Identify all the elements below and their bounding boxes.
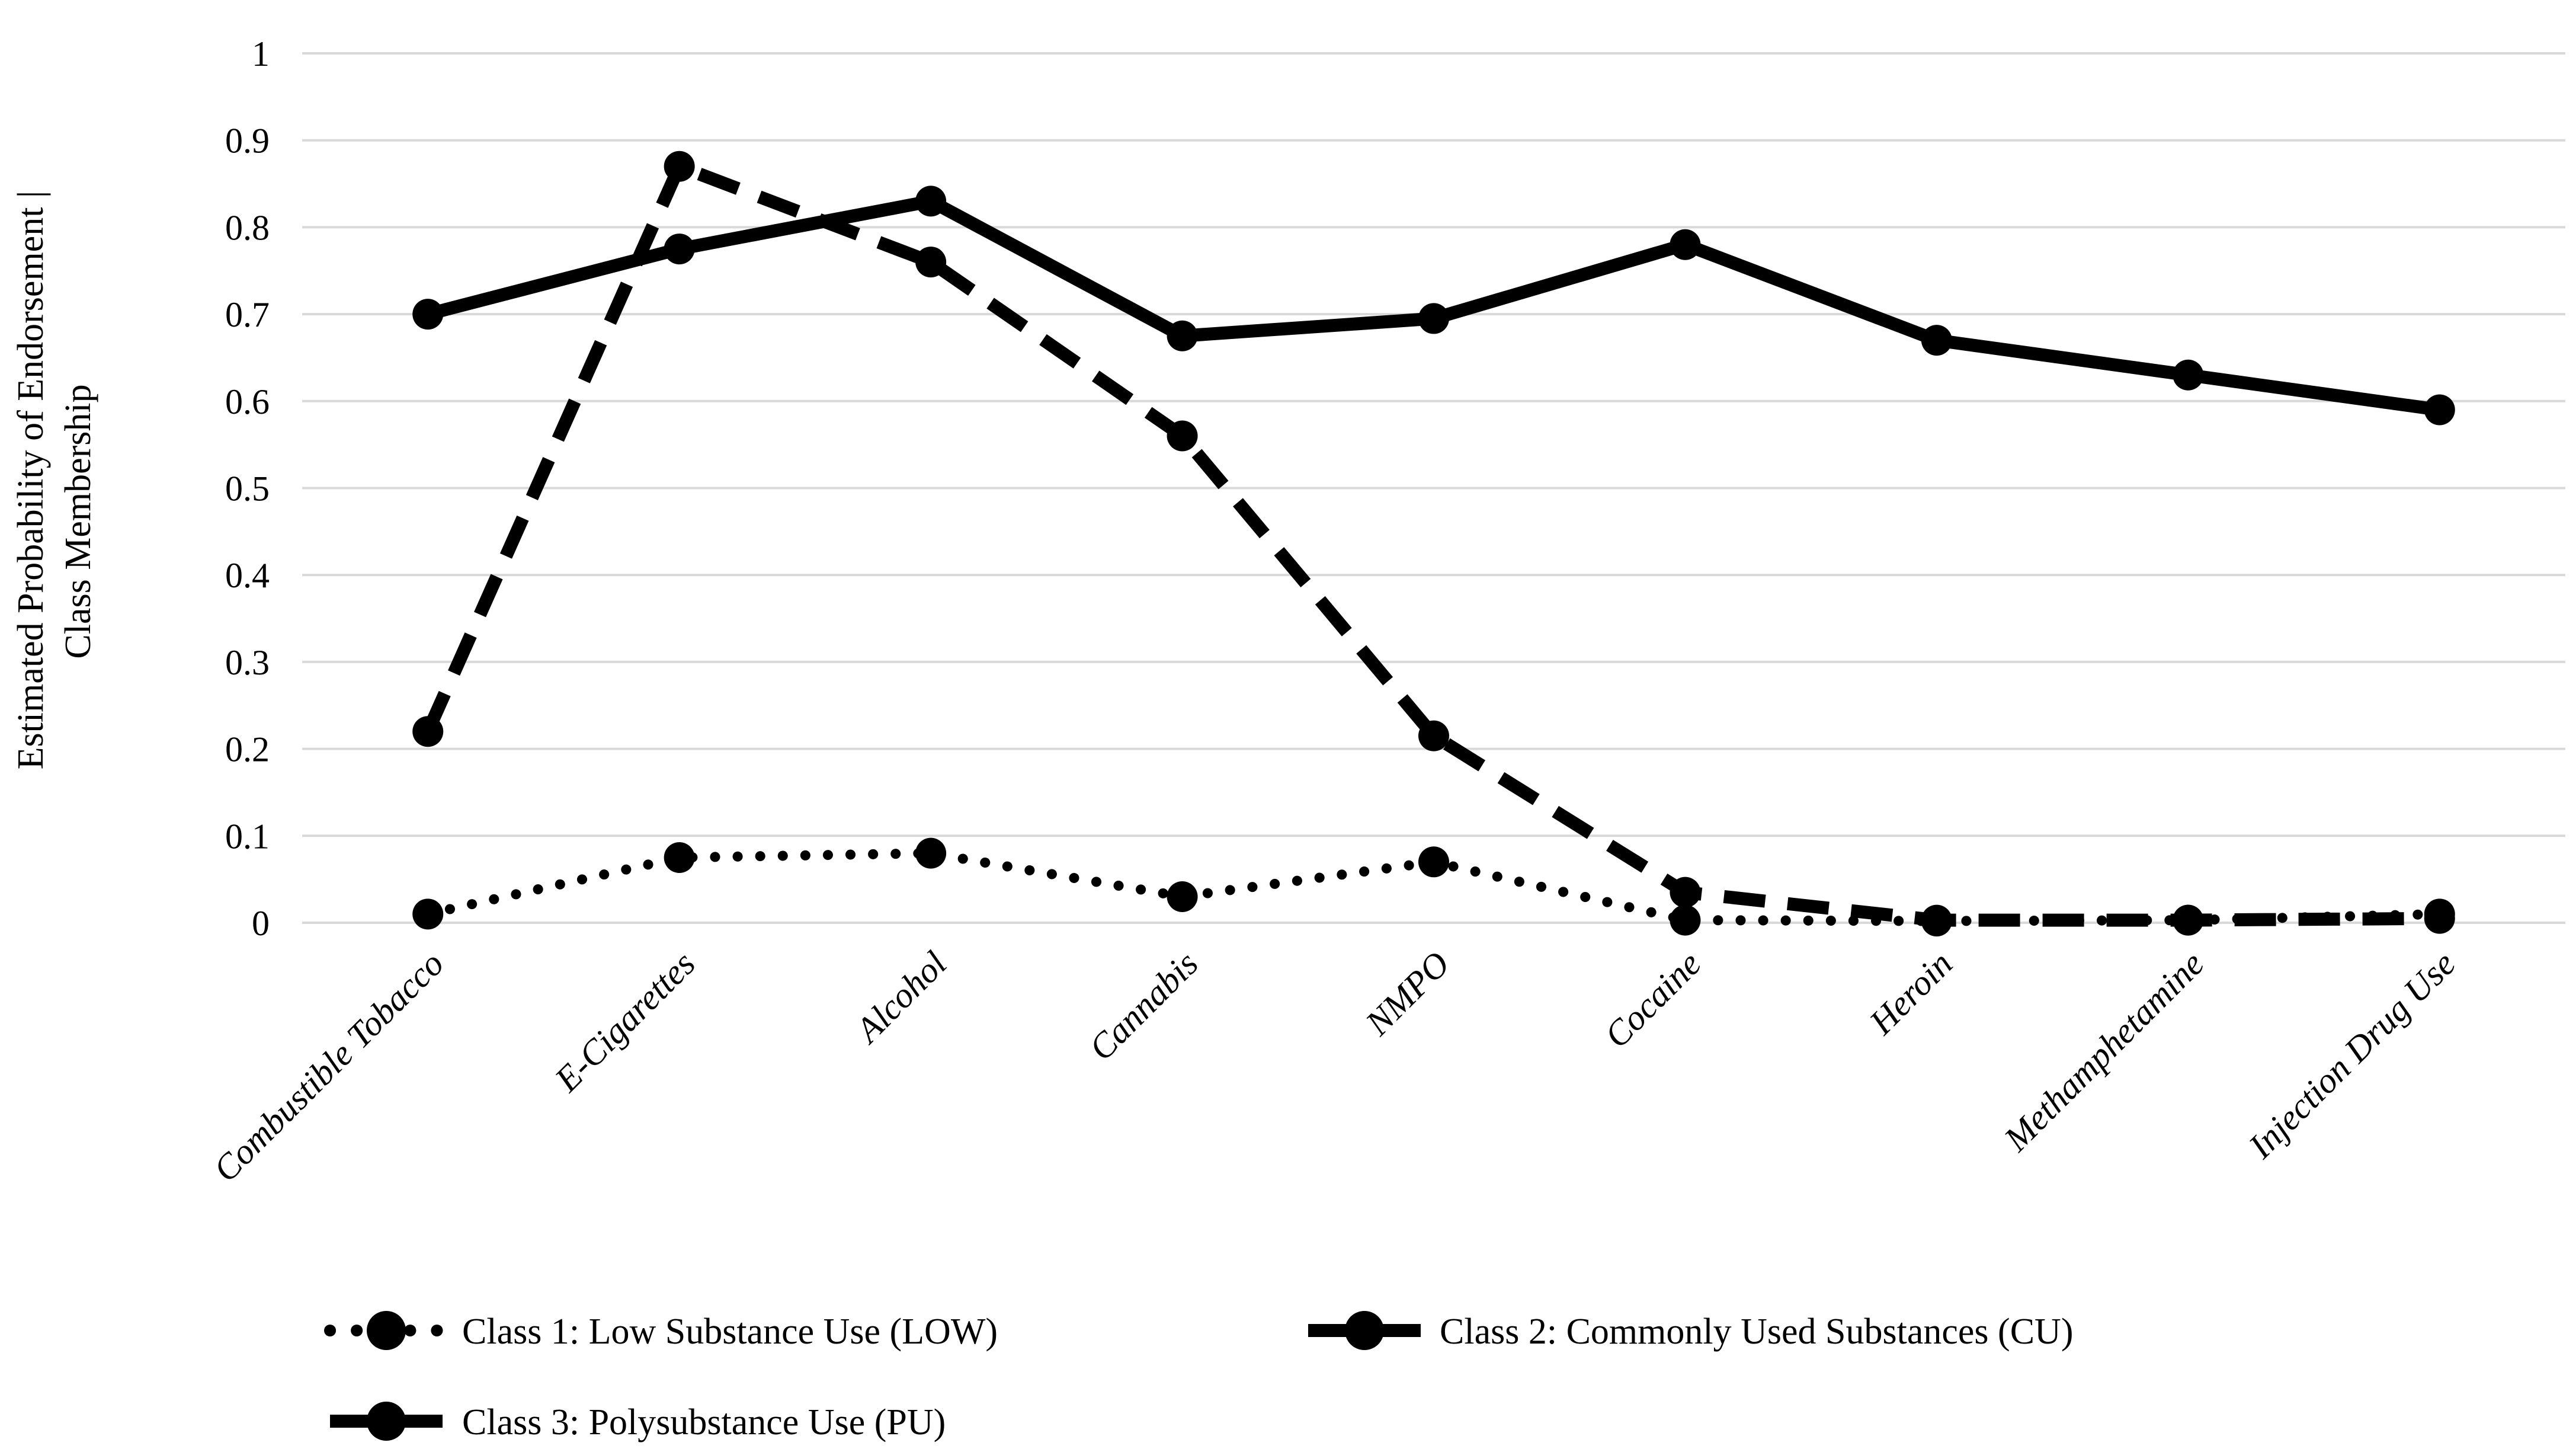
data-point-marker (915, 186, 947, 217)
y-tick-label: 0.3 (225, 643, 270, 682)
y-axis-title-line2: Class Membership (58, 384, 98, 658)
y-tick-labels: 1 0.9 0.8 0.7 0.6 0.5 0.4 0.3 0.2 0.1 0 (225, 34, 270, 943)
x-category-label: Cocaine (1597, 944, 1709, 1056)
x-category-label: Cannabis (1081, 944, 1205, 1068)
series-line-dashed (422, 158, 2440, 927)
data-point-marker (2424, 394, 2455, 426)
data-point-marker (664, 151, 695, 182)
data-point-marker (915, 837, 947, 869)
y-tick-label: 0.9 (225, 121, 270, 161)
y-tick-label: 0.1 (225, 817, 270, 856)
data-point-marker (915, 247, 947, 278)
data-point-marker (1670, 904, 1701, 936)
y-tick-label: 0.8 (225, 208, 270, 247)
y-tick-label: 0.6 (225, 382, 270, 421)
x-category-label: Alcohol (847, 944, 954, 1051)
legend-item-class2: Class 2: Commonly Used Substances (CU) (1308, 1311, 2073, 1352)
x-category-labels: Combustible Tobacco E-Cigarettes Alcohol Ca… (206, 944, 2463, 1189)
data-point-marker (1418, 303, 1449, 334)
data-point-marker (2173, 359, 2204, 391)
legend-item-class3: Class 3: Polysubstance Use (PU) (330, 1402, 946, 1443)
data-point-marker (1418, 846, 1449, 878)
legend-label-class2: Class 2: Commonly Used Substances (CU) (1440, 1312, 2073, 1352)
data-point-marker (412, 898, 444, 930)
y-tick-label: 0.7 (225, 295, 270, 334)
data-point-marker (2424, 903, 2455, 934)
data-point-marker (1167, 420, 1198, 452)
legend-label-class1: Class 1: Low Substance Use (LOW) (462, 1312, 998, 1352)
data-point-marker (664, 234, 695, 265)
legend-item-class1: Class 1: Low Substance Use (LOW) (324, 1311, 998, 1352)
data-point-marker (1418, 720, 1449, 751)
x-category-label: Combustible Tobacco (206, 944, 451, 1189)
x-category-label: NMPO (1358, 944, 1457, 1044)
data-point-marker (412, 299, 444, 330)
data-point-marker (1670, 877, 1701, 908)
legend: Class 1: Low Substance Use (LOW) Class 2… (324, 1311, 2073, 1443)
y-tick-label: 0 (252, 904, 270, 943)
y-tick-label: 0.4 (225, 556, 270, 595)
y-tick-label: 0.5 (225, 469, 270, 508)
data-point-marker (1670, 229, 1701, 260)
data-point-marker (664, 842, 695, 873)
legend-marker-dot (367, 1402, 406, 1441)
series-dashed (412, 151, 2455, 936)
x-category-label: Methamphetamine (1996, 944, 2211, 1159)
legend-marker-dot (1345, 1311, 1384, 1350)
x-category-label: Injection Drug Use (2241, 944, 2463, 1166)
data-point-marker (412, 716, 444, 747)
data-point-marker (1921, 325, 1952, 356)
legend-marker-dot (367, 1311, 406, 1350)
legend-label-class3: Class 3: Polysubstance Use (PU) (462, 1402, 946, 1443)
data-point-marker (1167, 320, 1198, 351)
data-point-marker (1921, 904, 1952, 936)
y-axis-title-line1: Estimated Probability of Endorsement | (11, 191, 51, 770)
series-solid (412, 186, 2455, 426)
y-tick-label: 0.2 (225, 730, 270, 769)
y-tick-label: 1 (252, 34, 270, 73)
gridlines (302, 52, 2565, 924)
data-point-marker (2173, 904, 2204, 936)
x-category-label: E-Cigarettes (547, 944, 703, 1100)
x-category-label: Heroin (1861, 944, 1960, 1042)
data-point-marker (1167, 881, 1198, 912)
series-lines (412, 151, 2455, 937)
